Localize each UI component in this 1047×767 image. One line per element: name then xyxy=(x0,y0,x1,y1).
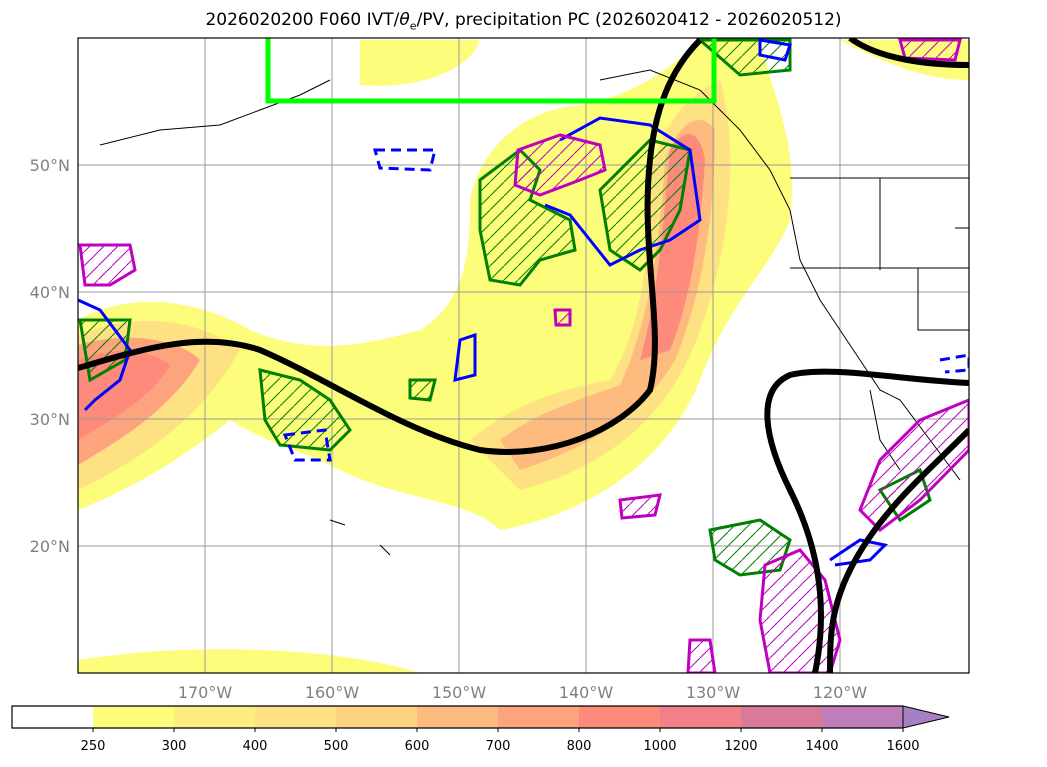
colorbar-segment xyxy=(174,706,256,728)
lon-label: 160°W xyxy=(305,683,360,702)
colorbar-segment xyxy=(741,706,823,728)
precip-blue-contours xyxy=(78,38,889,567)
lon-labels: 170°W 160°W 150°W 140°W 130°W 120°W xyxy=(178,683,868,702)
lon-label: 120°W xyxy=(813,683,868,702)
plot-title: 2026020200 F060 IVT/θe/PV, precipitation… xyxy=(0,10,1047,32)
lat-label: 50°N xyxy=(30,156,70,175)
colorbar-tick-label: 700 xyxy=(486,739,511,754)
title-theta: θ xyxy=(399,10,410,30)
colorbar-segment xyxy=(417,706,499,728)
colorbar-tick-label: 300 xyxy=(162,739,187,754)
colorbar-extend-arrow xyxy=(902,705,950,729)
title-suffix: /PV, precipitation PC (2026020412 - 2026… xyxy=(416,10,842,30)
colorbar-tick-label: 400 xyxy=(243,739,268,754)
lon-label: 150°W xyxy=(432,683,487,702)
colorbar-tick-label: 1000 xyxy=(643,739,676,754)
colorbar-segment xyxy=(579,706,661,728)
lon-label: 130°W xyxy=(686,683,741,702)
colorbar-segment xyxy=(660,706,742,728)
colorbar-tick-label: 500 xyxy=(324,739,349,754)
colorbar-tick-label: 250 xyxy=(81,739,106,754)
colorbar-tick-label: 1400 xyxy=(805,739,838,754)
lat-label: 40°N xyxy=(30,283,70,302)
colorbar-segment xyxy=(498,706,580,728)
colorbar-tick-label: 1600 xyxy=(886,739,919,754)
colorbar-segment xyxy=(12,706,94,728)
highlight-region-box xyxy=(265,38,717,104)
map-frame xyxy=(77,37,970,674)
colorbar-tick-label: 1200 xyxy=(724,739,757,754)
lat-labels: 50°N 40°N 30°N 20°N xyxy=(30,156,70,556)
colorbar-tick-label: 600 xyxy=(405,739,430,754)
theta-e-contours xyxy=(78,38,969,673)
colorbar-tick-label: 800 xyxy=(567,739,592,754)
title-prefix: 2026020200 F060 IVT/ xyxy=(205,10,400,30)
colorbar-segment xyxy=(336,706,418,728)
colorbar: 250 300 400 500 600 700 800 1000 1200 1400 1600 xyxy=(11,705,950,754)
lat-label: 30°N xyxy=(30,410,70,429)
colorbar-segment xyxy=(255,706,337,728)
lat-label: 20°N xyxy=(30,537,70,556)
lon-label: 170°W xyxy=(178,683,233,702)
title-theta-sub: e xyxy=(409,19,417,33)
lon-label: 140°W xyxy=(559,683,614,702)
map-area xyxy=(78,38,969,673)
precip-blue-dashed-contours xyxy=(282,148,969,462)
colorbar-segment xyxy=(822,706,904,728)
colorbar-outline xyxy=(11,705,903,729)
colorbar-segment xyxy=(93,706,175,728)
